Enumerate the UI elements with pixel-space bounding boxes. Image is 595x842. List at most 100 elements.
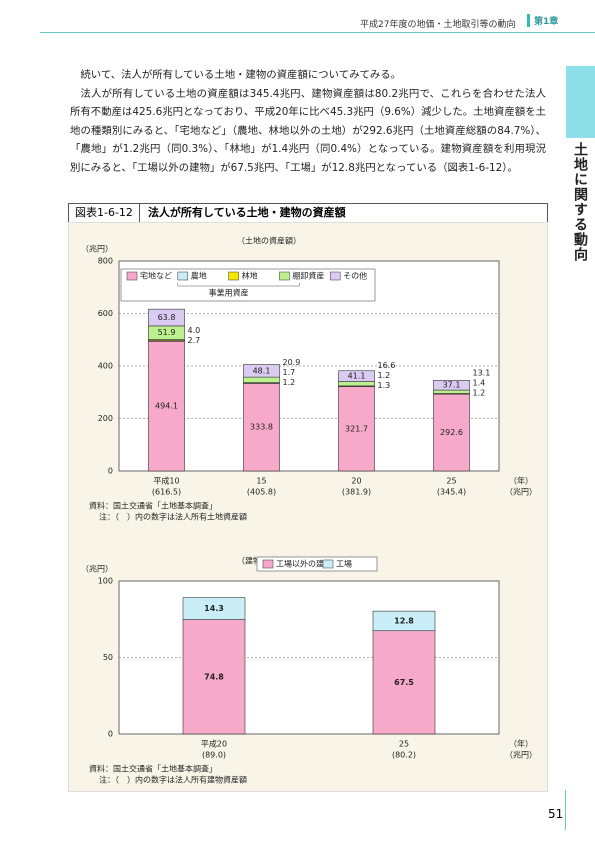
figure-title-text: 法人が所有している土地・建物の資産額 [147, 206, 346, 219]
bar-segment [148, 308, 185, 327]
y-tick-label: 0 [108, 467, 113, 476]
data-label: 321.7 [345, 424, 368, 433]
figure: （土地の資産額）（兆円）0200400600800（年）（兆円）平成10(616… [68, 222, 548, 792]
data-label: 16.6 [378, 361, 396, 370]
bar-segment [372, 630, 436, 735]
page-number: 51 [548, 807, 564, 821]
bar-segment [433, 393, 470, 472]
legend-label: 工場 [336, 559, 352, 569]
y-tick-label: 100 [98, 577, 113, 586]
paragraph: 法人が所有している土地の資産額は345.4兆円、建物資産額は80.2兆円で、これ… [70, 87, 546, 174]
x-tick-label: 25 [446, 477, 456, 486]
data-label: 63.8 [158, 313, 176, 322]
data-label: 2.7 [188, 336, 201, 345]
bar-segment [372, 610, 436, 632]
legend-bracket [177, 283, 300, 287]
bar-segment [338, 381, 375, 387]
data-label: 13.1 [473, 369, 491, 378]
y-unit: （兆円） [81, 244, 113, 254]
legend-swatch [126, 271, 138, 281]
legend-label: 工場以外の建物 [276, 559, 332, 569]
legend-swatch [322, 559, 334, 569]
category-total: (80.2) [392, 751, 416, 760]
y-tick-label: 50 [103, 653, 113, 662]
y-tick-label: 600 [98, 309, 113, 318]
data-label: 333.8 [250, 423, 273, 432]
legend-annotation: 事業用資産 [209, 288, 249, 298]
y-unit: （兆円） [81, 564, 113, 574]
bar-segment [243, 383, 280, 472]
legend-swatch [228, 271, 239, 281]
y-tick-label: 200 [98, 414, 113, 423]
x-tick-label: 平成20 [201, 739, 227, 749]
side-tab [566, 66, 595, 138]
source: 資料：国土交通省「土地基本調査」 [89, 764, 217, 774]
bar-segment [243, 364, 280, 378]
legend-swatch [279, 271, 290, 281]
category-total: (345.4) [437, 488, 466, 497]
data-label: 48.1 [253, 366, 271, 375]
legend-label: 農地 [191, 271, 207, 281]
category-total: (405.8) [247, 488, 276, 497]
data-label: 37.1 [443, 381, 461, 390]
note: 注：（ ）内の数字は法人所有建物資産額 [99, 775, 247, 785]
bar-segment [338, 370, 375, 382]
header-rule [40, 32, 595, 33]
category-total: (381.9) [342, 488, 371, 497]
page-rule [565, 790, 566, 830]
note: 注：（ ）内の数字は法人所有土地資産額 [99, 512, 247, 522]
x-tick-label: 15 [256, 477, 266, 486]
chart-title: （土地の資産額） [237, 236, 301, 246]
figure-number: 図表1-6-12 [69, 204, 140, 222]
data-label: 14.3 [204, 604, 224, 613]
data-label: 20.9 [283, 358, 301, 367]
data-label: 12.8 [394, 616, 414, 625]
legend-swatch [177, 271, 189, 281]
body-text: 続いて、法人が所有している土地・建物の資産額についてみてみる。 法人が所有してい… [70, 66, 546, 177]
bar-segment [338, 386, 375, 472]
data-label: 292.6 [440, 428, 463, 437]
x-unit: （年） [509, 476, 533, 486]
figure-title: 図表1-6-12 法人が所有している土地・建物の資産額 [68, 203, 548, 223]
x-unit: （兆円） [505, 750, 537, 760]
data-label: 51.9 [158, 328, 176, 337]
legend-label: 棚卸資産 [292, 271, 324, 281]
bar-segment [182, 597, 246, 620]
data-label: 1.2 [283, 378, 296, 387]
y-tick-label: 800 [98, 257, 113, 266]
x-tick-label: 平成10 [153, 476, 179, 486]
data-label: 1.7 [283, 368, 296, 377]
data-label: 74.8 [204, 672, 224, 681]
chapter-label: 第1章 [527, 14, 558, 27]
data-label: 1.2 [473, 389, 486, 398]
data-label: 494.1 [155, 402, 178, 411]
bar-segment [148, 340, 185, 472]
y-tick-label: 400 [98, 362, 113, 371]
legend-label: 宅地など [140, 271, 172, 281]
data-label: 1.2 [378, 371, 391, 380]
side-tab-text: 土地に関する動向 [572, 142, 588, 262]
bar-segment [182, 619, 246, 735]
data-label: 1.4 [473, 379, 486, 388]
category-total: (89.0) [202, 751, 226, 760]
data-label: 1.3 [378, 381, 391, 390]
legend-swatch [329, 271, 341, 281]
x-unit: （兆円） [505, 487, 537, 497]
legend-label: その他 [343, 271, 367, 281]
paragraph: 続いて、法人が所有している土地・建物の資産額についてみてみる。 [80, 69, 402, 81]
bar-segment [243, 376, 280, 383]
legend-box [256, 556, 378, 572]
x-tick-label: 25 [399, 740, 409, 749]
category-total: (616.5) [152, 488, 181, 497]
source: 資料：国土交通省「土地基本調査」 [89, 501, 217, 511]
bar-segment [433, 389, 470, 394]
x-tick-label: 20 [351, 477, 361, 486]
x-unit: （年） [509, 739, 533, 749]
legend-swatch [262, 559, 274, 569]
bar-segment [433, 380, 470, 391]
data-label: 4.0 [188, 326, 201, 335]
data-label: 41.1 [348, 372, 366, 381]
header-title: 平成27年度の地価・土地取引等の動向 [360, 20, 516, 30]
legend-label: 林地 [242, 271, 258, 281]
